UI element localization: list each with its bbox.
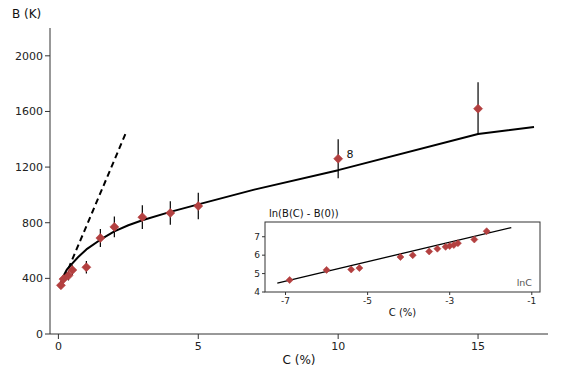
data-point [397, 254, 404, 261]
y-tick [45, 55, 50, 56]
plot-frame [265, 222, 540, 292]
data-point [166, 208, 175, 217]
y-axis-line [50, 28, 51, 334]
y-tick-label: 1200 [15, 161, 43, 174]
y-tick-label: 2000 [15, 50, 43, 63]
y-tick-label: 400 [22, 272, 43, 285]
x-tick-label: 15 [471, 340, 485, 353]
data-point [454, 240, 461, 247]
data-point [82, 263, 91, 272]
data-point [474, 104, 483, 113]
x-tick [198, 334, 199, 339]
y-tick [262, 273, 265, 274]
x-axis-line [50, 334, 548, 335]
x-tick [285, 292, 286, 295]
y-tick-label: 4 [254, 287, 260, 297]
data-group [277, 228, 511, 284]
y-tick [45, 222, 50, 223]
x-tick [478, 334, 479, 339]
annotation: 8 [347, 148, 354, 161]
data-point [348, 266, 355, 273]
x-tick [338, 334, 339, 339]
data-point [68, 266, 77, 275]
y-tick-label: 5 [254, 269, 260, 279]
x-tick [449, 292, 450, 295]
data-point [409, 252, 416, 259]
y-axis-label: B (K) [12, 7, 41, 21]
chart: 0 5 10 15 0 400 800 1200 1600 2000 C (%) B (K) 8 -7 -5… [0, 0, 565, 370]
y-tick [45, 167, 50, 168]
data-point [483, 228, 490, 235]
inset-chart: -7 -5 -3 -1 4 5 6 7 C (%) ln(B(C) - B(0)) lnC [254, 208, 540, 318]
x-tick [367, 292, 368, 295]
x-tick-label: -7 [281, 296, 290, 306]
data-point [434, 245, 441, 252]
x-tick-label: -3 [445, 296, 454, 306]
x-tick [58, 334, 59, 339]
dashed-line [60, 134, 126, 287]
data-point [194, 202, 203, 211]
y-tick-label: 800 [22, 217, 43, 230]
data-point [96, 234, 105, 243]
annotation: lnC [517, 277, 533, 288]
y-tick [262, 255, 265, 256]
x-tick-label: -5 [363, 296, 372, 306]
y-tick [45, 111, 50, 112]
x-tick [531, 292, 532, 295]
y-axis-label: ln(B(C) - B(0)) [269, 208, 339, 219]
y-tick-label: 1600 [15, 105, 43, 118]
y-tick [262, 236, 265, 237]
x-tick-label: 0 [55, 340, 62, 353]
y-tick [45, 334, 50, 335]
data-point [356, 265, 363, 272]
y-tick-label: 6 [254, 250, 260, 260]
x-axis-label: C (%) [283, 353, 316, 367]
data-point [334, 154, 343, 163]
y-tick-label: 0 [36, 328, 43, 341]
x-tick-label: 5 [195, 340, 202, 353]
y-tick-label: 7 [254, 232, 260, 242]
x-tick-label: 10 [331, 340, 345, 353]
data-point [286, 277, 293, 284]
y-tick [262, 292, 265, 293]
plot-background [265, 222, 540, 292]
data-point [323, 266, 330, 273]
x-axis-label: C (%) [389, 307, 417, 318]
x-tick-label: -1 [527, 296, 536, 306]
data-point [138, 213, 147, 222]
line [277, 228, 511, 284]
data-point [426, 248, 433, 255]
main-chart: 0 5 10 15 0 400 800 1200 1600 2000 C (%) B (K) 8 [12, 7, 548, 367]
data-point [471, 236, 478, 243]
data-point [110, 222, 119, 231]
y-tick [45, 278, 50, 279]
